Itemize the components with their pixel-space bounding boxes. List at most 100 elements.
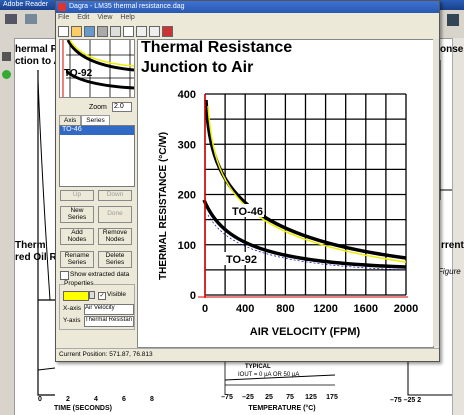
curve-label: TO-46 [232, 206, 263, 218]
field-label: X-axis [63, 305, 82, 312]
doc-title: onse [440, 44, 464, 55]
y-axis-label: THERMAL RESISTANCE (°C/W) [158, 132, 169, 280]
tool-paste[interactable] [123, 26, 134, 37]
zoom-input[interactable]: 2.0 [112, 102, 132, 112]
tool-new[interactable] [58, 26, 69, 37]
print-icon[interactable] [5, 14, 17, 24]
checkbox-label: Visible [107, 291, 127, 298]
checkbox[interactable]: ✓ [98, 292, 106, 300]
canvas-edge [433, 39, 439, 346]
image-title: Thermal Resistance [141, 39, 292, 56]
doc-axis [439, 60, 452, 200]
reader-sidebar [0, 38, 15, 415]
button[interactable]: Add Nodes [60, 228, 94, 245]
y-tick-label: 300 [178, 139, 196, 151]
image-canvas[interactable]: Thermal Resistance Junction to Air TO-46… [137, 39, 434, 348]
tabs: Axis Series [59, 115, 110, 125]
doc-tick: 175 [326, 394, 338, 401]
button[interactable]: Remove Nodes [98, 228, 132, 245]
tab[interactable]: Series [81, 115, 110, 125]
reader-title: Adobe Reader [3, 1, 49, 8]
tool-export[interactable] [97, 26, 108, 37]
doc-title: red Oil R [15, 252, 57, 263]
doc-note: IOUT = 0 µA OR 50 µA [238, 372, 299, 378]
doc-x-ticks: –75 –25 2 [390, 397, 421, 404]
doc-curve [37, 79, 51, 301]
tool-redo[interactable] [149, 26, 160, 37]
tool-delete[interactable] [162, 26, 173, 37]
tool-copy[interactable] [110, 26, 121, 37]
thumbnail-label: TO-92 [64, 68, 93, 79]
x-tick-label: 2000 [394, 303, 418, 315]
dagra-window: Dagra - LM35 thermal resistance.dag File… [55, 0, 440, 362]
pages-icon[interactable] [2, 52, 11, 61]
doc-tick: 2 [66, 396, 70, 403]
series-item[interactable]: TO-46 [60, 126, 134, 135]
doc-x-label: TEMPERATURE (°C) [248, 404, 315, 412]
doc-title: Therm [15, 240, 46, 251]
checkbox[interactable] [60, 271, 69, 280]
button[interactable]: Down [98, 190, 132, 201]
button[interactable]: New Series [60, 206, 94, 223]
color-dropdown[interactable] [89, 291, 95, 299]
app-icon [58, 3, 66, 11]
tab[interactable]: Axis [59, 115, 82, 125]
reader-scrollbar[interactable] [452, 38, 464, 415]
doc-curve [37, 367, 56, 371]
y-tick-label: 0 [190, 290, 196, 302]
doc-curve [224, 374, 336, 381]
properties-group: Properties ✓ Visible X-axis Air Velocity… [59, 280, 135, 330]
doc-note: TYPICAL [245, 364, 271, 370]
doc-tick: 4 [94, 396, 98, 403]
doc-tick: 6 [122, 396, 126, 403]
series-list: TO-46 [59, 125, 135, 187]
doc-tick: 25 [265, 394, 273, 401]
button[interactable]: Delete Series [98, 251, 132, 268]
menu-item[interactable]: Help [120, 14, 135, 21]
button[interactable]: Done [98, 206, 132, 223]
menu-item[interactable]: File [58, 14, 70, 21]
x-tick-label: 1200 [313, 303, 337, 315]
dagra-toolbar [58, 26, 218, 37]
menu-item[interactable]: View [97, 14, 113, 21]
tool-open[interactable] [71, 26, 82, 37]
doc-tick: 0 [38, 396, 42, 403]
doc-tick: 8 [150, 396, 154, 403]
button[interactable]: Up [60, 190, 94, 201]
y-axis-select[interactable]: Thermal Resistan [84, 316, 134, 327]
doc-axis [224, 360, 335, 395]
x-tick-label: 0 [202, 303, 208, 315]
button[interactable]: Rename Series [60, 251, 94, 268]
x-tick-label: 1600 [354, 303, 378, 315]
x-axis-select[interactable]: Air Velocity [84, 304, 134, 315]
x-tick-label: 400 [236, 303, 254, 315]
color-swatch[interactable] [63, 291, 89, 301]
doc-axis [37, 70, 55, 396]
doc-title: ction to Ai [15, 56, 64, 67]
y-tick-label: 100 [178, 240, 196, 252]
help-icon[interactable] [2, 70, 11, 79]
doc-tick: –75 [221, 394, 233, 401]
doc-tick: 125 [305, 394, 317, 401]
group-title: Properties [64, 280, 94, 287]
mail-icon[interactable] [25, 14, 37, 24]
tool-undo[interactable] [136, 26, 147, 37]
curve-to92 [202, 199, 407, 269]
thumbnail: TO-92 [59, 39, 135, 98]
y-tick-label: 200 [178, 190, 196, 202]
tool-save[interactable] [84, 26, 95, 37]
tool-icon[interactable] [447, 14, 459, 26]
doc-tick: 75 [286, 394, 294, 401]
field-label: Y-axis [63, 317, 81, 324]
menubar: File Edit View Help [58, 14, 135, 24]
image-title: Junction to Air [141, 59, 253, 76]
extracted-series [207, 214, 407, 271]
curve-to46 [204, 99, 407, 260]
doc-tick: –25 [242, 394, 254, 401]
doc-axis [407, 362, 452, 396]
status-bar: Current Position: 571.87, 76.813 [56, 348, 439, 360]
menu-item[interactable]: Edit [77, 14, 90, 21]
zoom-label: Zoom [89, 104, 107, 111]
